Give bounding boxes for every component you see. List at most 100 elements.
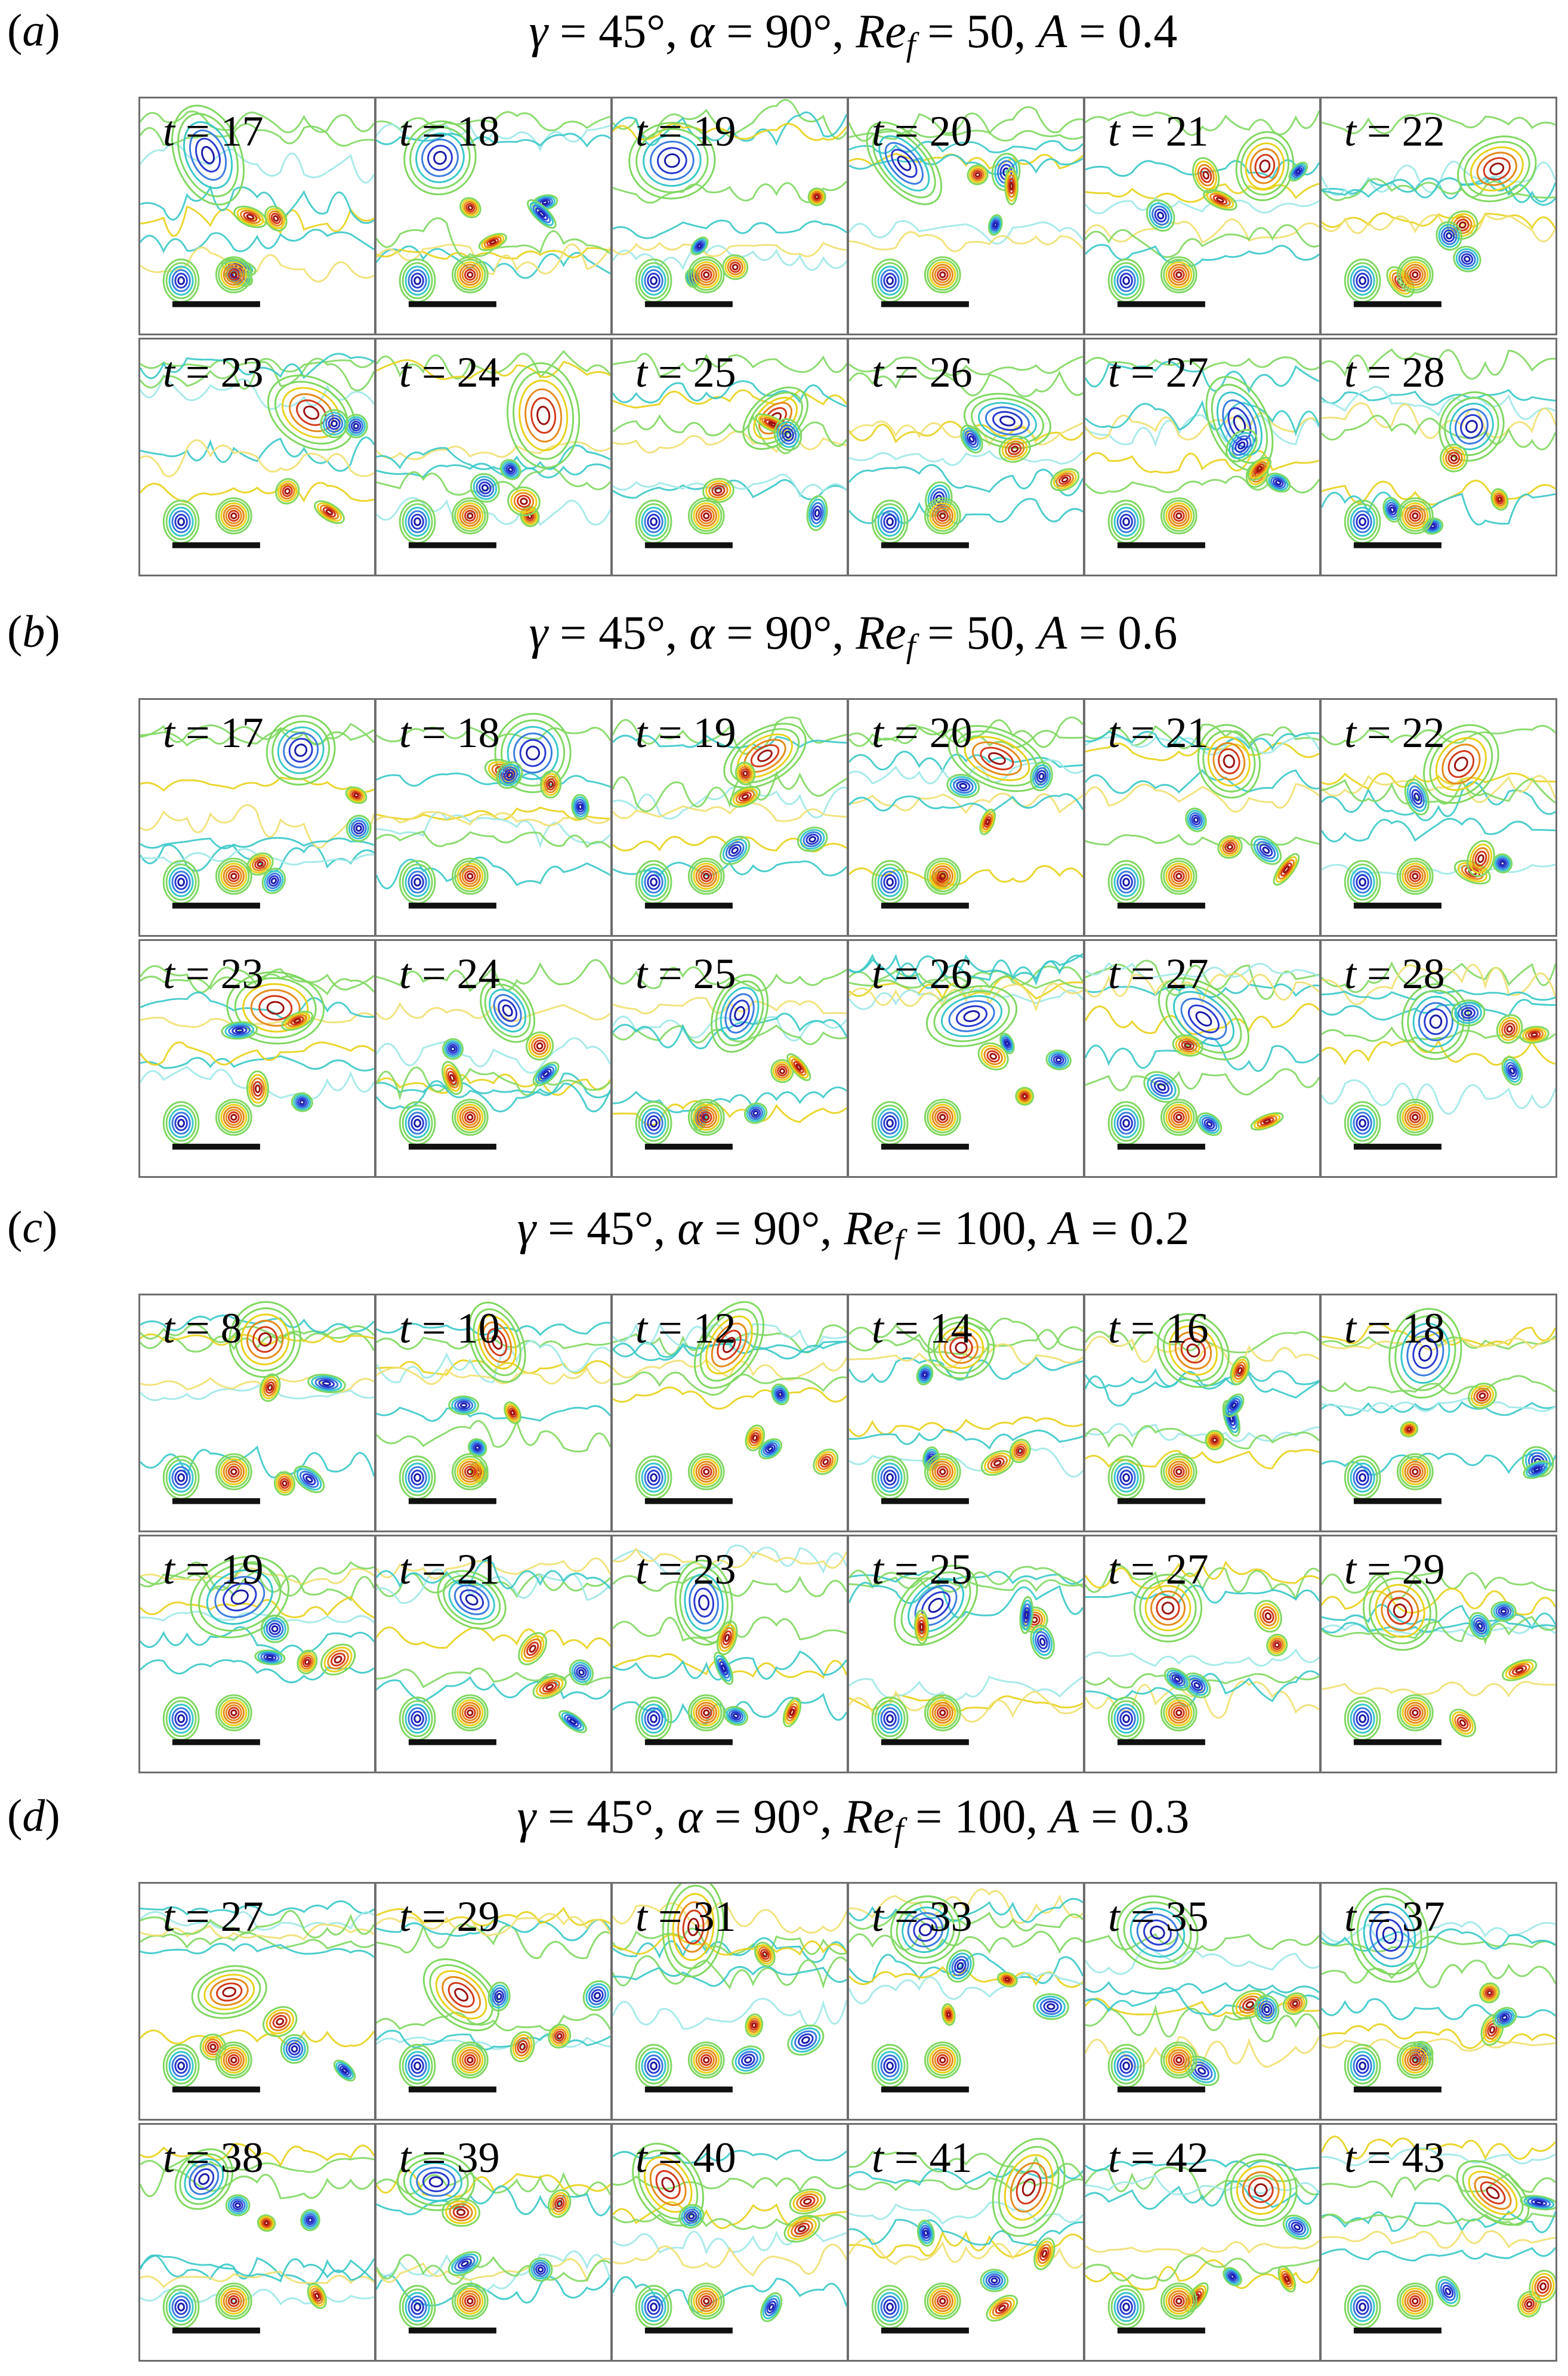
contour-streak (1085, 218, 1319, 244)
contour-streak (1085, 1422, 1319, 1443)
vortex-small (257, 2214, 276, 2232)
vortex-large (494, 712, 572, 794)
contour-plot (376, 959, 610, 1150)
contour-streak (613, 2226, 847, 2255)
time-value: 18 (1402, 1304, 1445, 1352)
flat-plate (644, 542, 733, 548)
vorticity-snapshot: t = 22 (1320, 698, 1557, 937)
time-label: t = 20 (872, 709, 973, 757)
contour-streak (613, 1933, 847, 1956)
contour-streak (1085, 742, 1319, 761)
vorticity-snapshot: t = 35 (1084, 1882, 1321, 2121)
vortex-large (468, 1301, 526, 1383)
vortex-small (518, 1632, 548, 1665)
contour-streak (1322, 989, 1555, 1001)
vortex-wall-negative (635, 2285, 672, 2329)
contour-streak (1085, 1987, 1319, 2016)
vortex-small (510, 2031, 535, 2063)
time-label: t = 19 (635, 107, 736, 155)
contour-streak (1085, 450, 1319, 474)
vorticity-snapshot: t = 37 (1320, 1882, 1557, 2121)
vortex-wall-positive (687, 2041, 725, 2079)
vortex-wall-positive (1160, 1453, 1197, 1491)
contour-plot (140, 1556, 374, 1745)
contour-streak (849, 2218, 1083, 2247)
vorticity-snapshot: t = 18 (1320, 1294, 1557, 1532)
contour-plot (1085, 1313, 1319, 1504)
vortex-wall-negative (1344, 1101, 1381, 1146)
contour-streak (613, 1998, 847, 2030)
vortex-wall-positive (687, 2282, 725, 2320)
vortex-wall-positive (215, 256, 252, 294)
contour-streak (1085, 2004, 1319, 2042)
vorticity-snapshot: t = 21 (1084, 698, 1321, 937)
vortex-large (662, 1884, 725, 1978)
contour-streak (849, 231, 1083, 252)
vortex-small (1490, 488, 1509, 511)
vortex-small (1033, 1993, 1069, 2020)
vortex-wall-negative (1107, 1696, 1145, 1741)
contour-streak (849, 140, 1083, 155)
vortex-small (1192, 157, 1220, 193)
vortex-small (1004, 166, 1019, 206)
vortex-wall-negative (1344, 1696, 1381, 1741)
vortex-small (300, 2209, 320, 2232)
vorticity-snapshot: t = 18 (375, 698, 612, 937)
contour-streak (1085, 834, 1319, 849)
vortex-wall-positive (215, 1453, 252, 1491)
contour-streak (1085, 983, 1319, 998)
vortex-small (987, 214, 1003, 236)
contour-streak (140, 1910, 374, 1939)
contour-plot (1085, 1895, 1319, 2093)
contour-plot (1322, 348, 1555, 548)
contour-streak (849, 1428, 1083, 1450)
contour-streak (1322, 2202, 1555, 2233)
contour-streak (140, 2254, 374, 2283)
contour-streak (376, 243, 610, 275)
contour-streak (140, 1561, 374, 1597)
vortex-wall-negative (1107, 1101, 1145, 1146)
contour-streak (1085, 412, 1319, 441)
contour-streak (376, 2250, 610, 2292)
flat-plate (1117, 301, 1205, 307)
contour-streak (376, 2029, 610, 2051)
flat-plate (408, 1498, 496, 1504)
time-label: t = 38 (163, 2134, 264, 2181)
panel-label: (c) (7, 1202, 58, 1252)
vortex-wall-negative (635, 1101, 672, 1146)
contour-streak (849, 1317, 1083, 1354)
flat-plate (881, 2086, 969, 2093)
vortex-small (442, 1038, 464, 1060)
vortex-wall-negative (399, 1101, 436, 1146)
vortex-wall-positive (451, 857, 489, 895)
vortex-large (1423, 724, 1499, 804)
time-value: 22 (1402, 107, 1445, 155)
vortex-wall-positive (215, 1694, 252, 1732)
vorticity-snapshot: t = 41 (847, 2123, 1085, 2362)
vortex-small (1196, 1112, 1223, 1136)
time-label: t = 19 (163, 1545, 264, 1593)
contour-streak (1322, 2247, 1555, 2262)
contour-streak (140, 2029, 374, 2047)
vortex-wall-negative (635, 1696, 672, 1741)
time-value: 18 (456, 107, 500, 155)
vorticity-snapshot: t = 23 (138, 338, 376, 576)
vorticity-snapshot: t = 24 (375, 939, 612, 1178)
contour-streak (849, 420, 1083, 447)
contour-streak (849, 793, 1083, 815)
contour-streak (1322, 177, 1555, 206)
contour-plot (613, 966, 847, 1150)
contour-streak (849, 1566, 1083, 1589)
contour-streak (1085, 1560, 1319, 1590)
flat-plate (172, 542, 260, 548)
contour-streak (1085, 110, 1319, 136)
contour-streak (613, 242, 847, 257)
vortex-wall-positive (1160, 497, 1197, 535)
time-value: 27 (1165, 950, 1209, 998)
vortex-small (507, 486, 541, 517)
contour-streak (613, 2244, 847, 2277)
contour-plot (849, 1888, 1083, 2093)
contour-streak (1322, 348, 1555, 380)
contour-streak (1085, 243, 1319, 267)
vortex-small (1468, 1612, 1492, 1640)
